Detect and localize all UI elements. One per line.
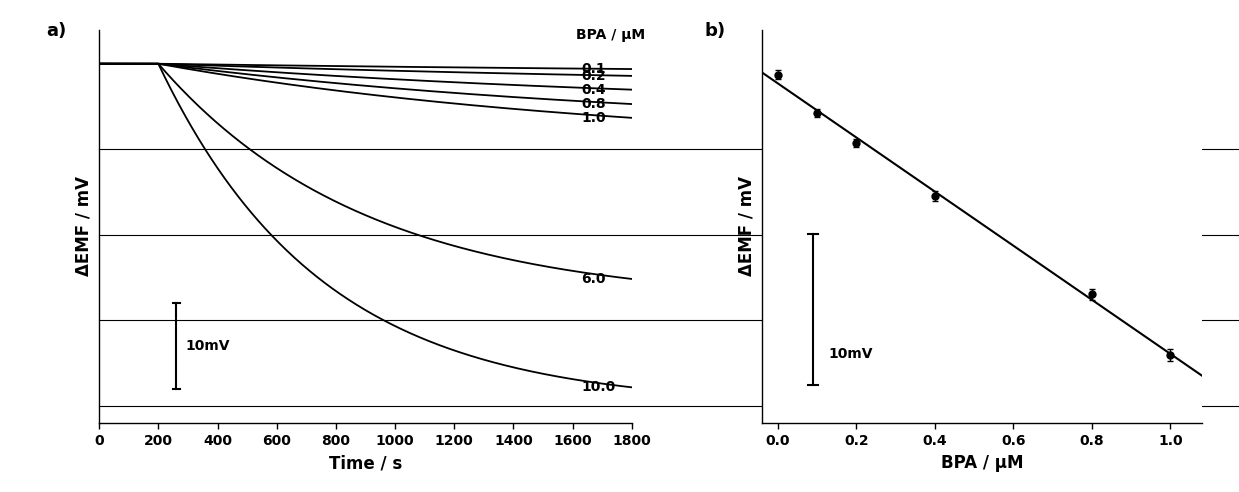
X-axis label: BPA / μM: BPA / μM	[940, 455, 1023, 472]
Text: 0.2: 0.2	[581, 69, 606, 83]
Text: 0.4: 0.4	[581, 83, 606, 96]
Text: 0.8: 0.8	[581, 97, 606, 111]
Y-axis label: ΔEMF / mV: ΔEMF / mV	[737, 176, 755, 277]
X-axis label: Time / s: Time / s	[328, 455, 403, 472]
Text: 10mV: 10mV	[829, 347, 873, 362]
Text: 10.0: 10.0	[581, 380, 616, 395]
Text: 1.0: 1.0	[581, 111, 606, 125]
Text: a): a)	[46, 22, 66, 40]
Text: BPA / μM: BPA / μM	[576, 29, 644, 42]
Text: 6.0: 6.0	[581, 272, 606, 286]
Text: b): b)	[705, 22, 726, 40]
Text: 10mV: 10mV	[185, 339, 229, 353]
Y-axis label: ΔEMF / mV: ΔEMF / mV	[74, 176, 92, 277]
Text: 0.1: 0.1	[581, 62, 606, 76]
